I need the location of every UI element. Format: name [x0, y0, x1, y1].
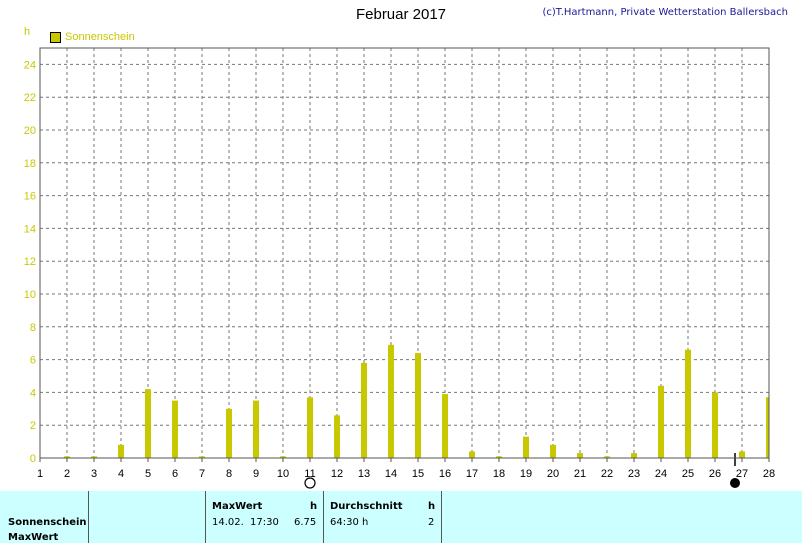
- y-tick-label: 22: [24, 92, 36, 104]
- x-tick-label: 3: [91, 468, 97, 480]
- avg-unit: h: [428, 501, 436, 512]
- y-tick-label: 6: [30, 355, 36, 367]
- chart-bars: [64, 344, 769, 458]
- x-tick-label: 23: [628, 468, 640, 480]
- x-tick-label: 6: [172, 468, 178, 480]
- x-tick-labels: 1 2 3 4 5 6 7 8 9 10 11 12 13 14 15 16 17 18 19 20 21 22 23 24 2…: [37, 468, 775, 480]
- chart-title: Februar 2017: [355, 6, 447, 23]
- bar-day-19: [523, 436, 529, 458]
- max-date: 14.02.: [212, 517, 244, 528]
- x-tick-label: 27: [736, 468, 748, 480]
- bar-day-27: [739, 451, 745, 458]
- bar-day-10: [280, 456, 286, 458]
- x-tick-label: 17: [466, 468, 478, 480]
- table-divider: [88, 491, 89, 543]
- table-divider: [205, 491, 206, 543]
- max-header: MaxWert: [212, 501, 263, 512]
- bar-day-5: [145, 389, 151, 458]
- x-tick-label: 8: [226, 468, 232, 480]
- bar-day-25: [685, 349, 691, 458]
- y-tick-label: 8: [30, 322, 36, 334]
- x-tick-label: 12: [331, 468, 343, 480]
- max-value: 6.75: [294, 517, 317, 528]
- y-tick-label: 20: [24, 125, 36, 137]
- bar-day-12: [334, 415, 340, 458]
- bar-day-3: [91, 456, 97, 458]
- max-time: 17:30: [250, 517, 279, 528]
- copyright-text: (c)T.Hartmann, Private Wetterstation Bal…: [542, 7, 788, 18]
- full-moon-icon: [304, 477, 316, 489]
- y-tick-label: 10: [24, 289, 36, 301]
- bar-day-2: [64, 456, 70, 458]
- x-tick-label: 2: [64, 468, 70, 480]
- table-divider: [441, 491, 442, 543]
- x-tick-label: 16: [439, 468, 451, 480]
- x-tick-label: 10: [277, 468, 289, 480]
- bar-day-21: [577, 453, 583, 458]
- y-tick-label: 24: [24, 59, 36, 71]
- row-label-maxwert: MaxWert: [8, 532, 59, 543]
- chart-grid: [39, 48, 770, 462]
- bar-day-4: [118, 444, 124, 458]
- y-axis-unit: h: [24, 26, 31, 38]
- x-tick-label: 5: [145, 468, 151, 480]
- bar-day-13: [361, 362, 367, 458]
- bar-day-24: [658, 385, 664, 458]
- x-tick-label: 20: [547, 468, 559, 480]
- y-tick-label: 2: [30, 420, 36, 432]
- x-tick-label: 18: [493, 468, 505, 480]
- bar-day-6: [172, 400, 178, 458]
- bar-day-15: [415, 353, 421, 458]
- y-tick-label: 16: [24, 191, 36, 203]
- bar-day-20: [550, 444, 556, 458]
- x-tick-label: 21: [574, 468, 586, 480]
- new-moon-icon: [730, 478, 740, 488]
- x-tick-label: 7: [199, 468, 205, 480]
- bar-day-28: [766, 397, 769, 458]
- summary-table: Sonnenschein MaxWert MaxWert h 14.02. 17…: [0, 491, 802, 543]
- x-tick-label: 11: [304, 468, 315, 480]
- plot-frame: [39, 47, 770, 459]
- y-tick-label: 18: [24, 158, 36, 170]
- bar-day-17: [469, 451, 475, 458]
- x-tick-label: 24: [655, 468, 667, 480]
- table-divider: [323, 491, 324, 543]
- x-tick-label: 14: [385, 468, 397, 480]
- bar-day-8: [226, 408, 232, 458]
- x-tick-label: 22: [601, 468, 613, 480]
- bar-day-14: [388, 344, 394, 458]
- max-unit: h: [310, 501, 318, 512]
- bar-day-7: [199, 456, 205, 458]
- legend: Sonnenschein: [50, 31, 135, 43]
- x-tick-label: 19: [520, 468, 532, 480]
- x-tick-label: 4: [118, 468, 124, 480]
- legend-swatch: [50, 31, 61, 43]
- avg-value: 64:30 h: [330, 517, 369, 528]
- bar-day-26: [712, 392, 718, 458]
- y-tick-label: 14: [24, 223, 36, 235]
- y-tick-label: 12: [24, 256, 36, 268]
- avg-header: Durchschnitt: [330, 501, 403, 512]
- x-tick-label: 25: [682, 468, 694, 480]
- bar-day-22: [604, 456, 610, 458]
- bar-day-16: [442, 394, 448, 458]
- x-tick-label: 9: [253, 468, 259, 480]
- x-tick-label: 26: [709, 468, 721, 480]
- bar-day-11: [307, 397, 313, 458]
- moon-phase-markers: [304, 453, 740, 489]
- x-tick-label: 1: [37, 468, 43, 480]
- x-tick-label: 13: [358, 468, 370, 480]
- bar-day-9: [253, 400, 259, 458]
- legend-label: Sonnenschein: [65, 31, 135, 43]
- bar-day-23: [631, 453, 637, 458]
- y-tick-label: 0: [30, 453, 36, 465]
- bar-day-18: [496, 456, 502, 458]
- row-label-sunshine: Sonnenschein: [8, 517, 87, 528]
- x-tick-label: 28: [763, 468, 775, 480]
- x-tick-label: 15: [412, 468, 424, 480]
- y-tick-label: 4: [30, 387, 36, 399]
- avg-count: 2: [428, 517, 435, 528]
